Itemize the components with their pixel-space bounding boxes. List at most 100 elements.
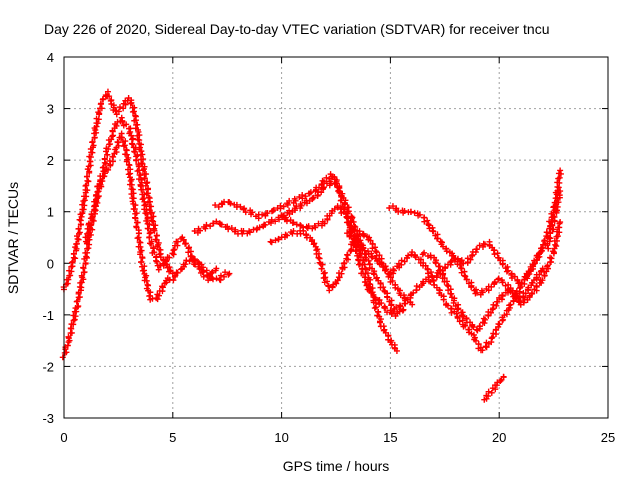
- data-point: [392, 284, 399, 291]
- data-point: [142, 201, 149, 208]
- data-point: [267, 219, 274, 226]
- data-point: [499, 260, 506, 267]
- data-point: [180, 237, 187, 244]
- data-point: [557, 219, 564, 226]
- series-track-k: [544, 188, 564, 252]
- data-point: [120, 143, 127, 150]
- data-point: [136, 239, 143, 246]
- data-point: [314, 246, 321, 253]
- data-point: [298, 202, 305, 209]
- data-point: [283, 218, 290, 225]
- data-point: [437, 238, 444, 245]
- data-point: [538, 245, 545, 252]
- data-point: [99, 96, 106, 103]
- data-point: [276, 216, 283, 223]
- data-point: [326, 287, 333, 294]
- data-point: [155, 266, 162, 273]
- data-point: [177, 266, 184, 273]
- data-point: [139, 255, 146, 262]
- data-point: [503, 268, 510, 275]
- data-point: [430, 277, 437, 284]
- data-point: [170, 277, 177, 284]
- data-point: [159, 283, 166, 290]
- data-point: [146, 221, 153, 228]
- data-point: [137, 243, 144, 250]
- data-point: [106, 93, 113, 100]
- data-point: [458, 269, 465, 276]
- data-point: [515, 298, 522, 305]
- data-point: [351, 223, 358, 230]
- data-point: [437, 266, 444, 273]
- y-tick-label: -2: [42, 359, 54, 374]
- y-tick-label: 0: [47, 256, 54, 271]
- data-point: [557, 167, 564, 174]
- data-point: [378, 300, 385, 307]
- data-point: [166, 254, 173, 261]
- data-point: [134, 235, 141, 242]
- data-point: [476, 323, 483, 330]
- data-point: [199, 269, 206, 276]
- data-point: [290, 227, 297, 234]
- data-point: [129, 141, 136, 148]
- data-point: [291, 207, 298, 214]
- data-point: [167, 267, 174, 274]
- data-point: [134, 152, 141, 159]
- data-point: [376, 261, 383, 268]
- data-point: [98, 105, 105, 112]
- data-point: [78, 279, 85, 286]
- data-point: [150, 213, 157, 220]
- data-point: [255, 215, 262, 222]
- data-point: [533, 252, 540, 259]
- data-point: [249, 209, 256, 216]
- data-point: [217, 272, 224, 279]
- data-point: [135, 234, 142, 241]
- data-point: [468, 252, 475, 259]
- data-point: [241, 205, 248, 212]
- data-point: [467, 256, 474, 263]
- data-point: [206, 273, 213, 280]
- data-point: [225, 226, 232, 233]
- data-point: [393, 205, 400, 212]
- data-point: [150, 244, 157, 251]
- data-point: [145, 194, 152, 201]
- data-point: [336, 189, 343, 196]
- y-tick-labels: -3 -2 -1 0 1 2 3 4: [42, 50, 54, 426]
- data-point: [425, 270, 432, 277]
- data-point: [547, 229, 554, 236]
- data-point: [321, 220, 328, 227]
- data-point: [213, 218, 220, 225]
- data-point: [123, 158, 130, 165]
- data-point: [153, 257, 160, 264]
- data-point: [128, 185, 135, 192]
- data-point: [429, 227, 436, 234]
- data-point: [544, 262, 551, 269]
- data-point: [384, 293, 391, 300]
- data-point: [421, 218, 428, 225]
- data-point: [356, 261, 363, 268]
- data-point: [213, 265, 220, 272]
- data-point: [358, 241, 365, 248]
- data-point: [541, 238, 548, 245]
- data-point: [78, 272, 85, 279]
- data-point: [360, 270, 367, 277]
- data-point: [553, 233, 560, 240]
- data-point: [372, 244, 379, 251]
- data-point: [84, 187, 91, 194]
- data-point: [70, 250, 77, 257]
- data-point: [410, 289, 417, 296]
- data-point: [494, 379, 501, 386]
- data-point: [344, 209, 351, 216]
- data-point: [151, 249, 158, 256]
- data-point: [479, 289, 486, 296]
- data-point: [485, 388, 492, 395]
- data-point: [95, 188, 102, 195]
- data-point: [365, 248, 372, 255]
- data-point: [338, 270, 345, 277]
- data-point: [516, 284, 523, 291]
- data-point: [182, 261, 189, 268]
- data-point: [319, 261, 326, 268]
- data-point: [545, 245, 552, 252]
- data-point: [182, 240, 189, 247]
- data-point: [76, 294, 83, 301]
- data-point: [389, 203, 396, 210]
